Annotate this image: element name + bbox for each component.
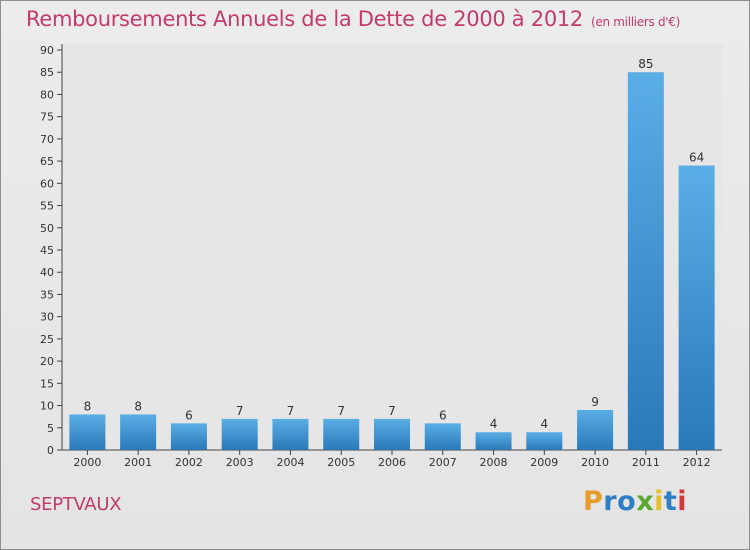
bar bbox=[526, 432, 563, 450]
x-tick-label: 2010 bbox=[581, 456, 609, 469]
y-tick-label: 70 bbox=[40, 133, 54, 146]
data-label: 8 bbox=[134, 399, 142, 413]
x-tick-label: 2007 bbox=[429, 456, 457, 469]
data-label: 7 bbox=[337, 404, 345, 418]
proxiti-logo: Proxiti bbox=[583, 486, 687, 517]
x-tick-label: 2009 bbox=[530, 456, 558, 469]
x-tick-label: 2003 bbox=[226, 456, 254, 469]
logo-letter: r bbox=[603, 486, 618, 517]
y-tick-label: 15 bbox=[40, 377, 54, 390]
bar bbox=[69, 414, 106, 450]
y-tick-label: 65 bbox=[40, 155, 54, 168]
x-tick-label: 2011 bbox=[632, 456, 660, 469]
logo-letter: i bbox=[677, 486, 688, 517]
y-tick-label: 25 bbox=[40, 333, 54, 346]
data-label: 7 bbox=[236, 404, 244, 418]
logo-letter: P bbox=[583, 486, 604, 517]
x-tick-label: 2002 bbox=[175, 456, 203, 469]
y-tick-label: 20 bbox=[40, 355, 54, 368]
chart-unit-note: (en milliers d'€) bbox=[591, 15, 681, 29]
y-tick-label: 90 bbox=[40, 44, 54, 57]
logo-letter: x bbox=[636, 486, 655, 517]
city-name: SEPTVAUX bbox=[30, 494, 122, 515]
bar bbox=[374, 418, 410, 450]
y-tick-label: 50 bbox=[40, 222, 54, 235]
logo-letter: i bbox=[654, 486, 664, 517]
chart-title: Remboursements Annuels de la Dette de 20… bbox=[26, 7, 680, 31]
x-tick-label: 2006 bbox=[378, 456, 406, 469]
x-tick-label: 2008 bbox=[480, 456, 508, 469]
y-tick-label: 75 bbox=[40, 111, 54, 124]
x-tick-label: 2012 bbox=[683, 456, 711, 469]
data-label: 6 bbox=[185, 408, 193, 422]
bar bbox=[678, 165, 715, 451]
bar bbox=[272, 418, 309, 450]
y-tick-label: 60 bbox=[40, 177, 54, 190]
y-tick-label: 55 bbox=[40, 200, 54, 213]
y-tick-label: 10 bbox=[40, 400, 54, 413]
y-tick-label: 40 bbox=[40, 266, 54, 279]
data-label: 7 bbox=[388, 404, 396, 418]
bar bbox=[475, 432, 512, 450]
bar bbox=[170, 423, 207, 450]
data-label: 9 bbox=[591, 395, 599, 409]
logo-letter: o bbox=[617, 486, 637, 517]
x-tick-label: 2000 bbox=[73, 456, 101, 469]
data-label: 6 bbox=[439, 408, 447, 422]
x-tick-label: 2004 bbox=[276, 456, 304, 469]
data-label: 64 bbox=[689, 151, 704, 165]
data-label: 7 bbox=[287, 404, 295, 418]
bar bbox=[424, 423, 461, 450]
data-label: 4 bbox=[490, 417, 498, 431]
y-tick-label: 35 bbox=[40, 288, 54, 301]
bar bbox=[221, 418, 258, 450]
logo-letter: t bbox=[663, 486, 678, 517]
y-tick-label: 45 bbox=[40, 244, 54, 257]
y-tick-label: 80 bbox=[40, 88, 54, 101]
y-tick-label: 5 bbox=[47, 422, 54, 435]
bar bbox=[120, 414, 157, 450]
data-label: 85 bbox=[638, 57, 653, 71]
bar bbox=[323, 418, 360, 450]
data-label: 4 bbox=[540, 417, 548, 431]
plot-area bbox=[62, 44, 722, 450]
y-tick-label: 30 bbox=[40, 311, 54, 324]
data-label: 8 bbox=[84, 399, 92, 413]
y-tick-label: 85 bbox=[40, 66, 54, 79]
bar bbox=[627, 72, 664, 450]
x-tick-label: 2001 bbox=[124, 456, 152, 469]
y-tick-label: 0 bbox=[47, 444, 54, 457]
chart-title-text: Remboursements Annuels de la Dette de 20… bbox=[26, 7, 583, 31]
x-tick-label: 2005 bbox=[327, 456, 355, 469]
bar bbox=[577, 410, 614, 450]
